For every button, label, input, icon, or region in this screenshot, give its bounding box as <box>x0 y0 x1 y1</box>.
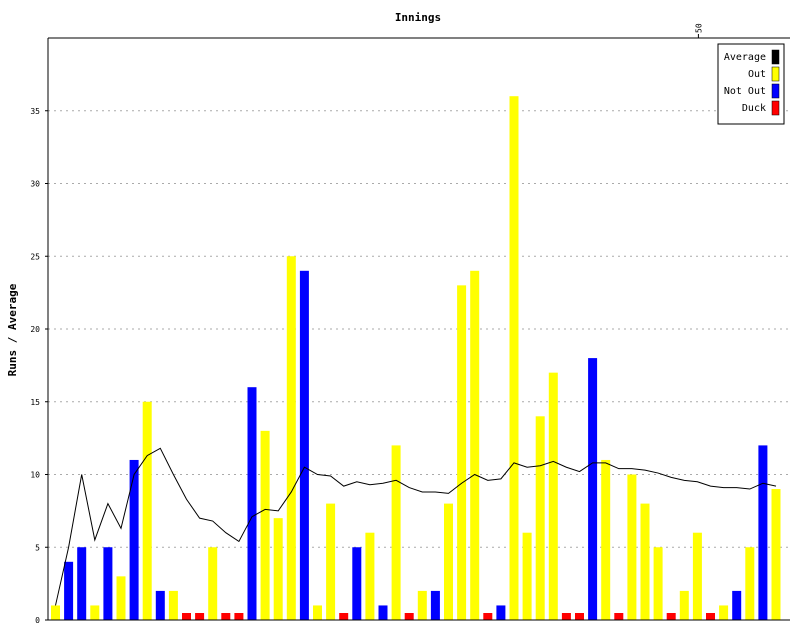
bar-innings-26 <box>378 605 388 620</box>
bar-innings-32 <box>457 285 467 620</box>
bar-innings-9 <box>155 590 165 620</box>
bar-innings-25 <box>365 532 375 620</box>
bars <box>51 96 781 620</box>
bar-innings-11 <box>182 613 191 620</box>
bar-innings-52 <box>719 605 729 620</box>
bar-innings-12 <box>195 613 205 620</box>
bar-innings-4 <box>90 605 100 620</box>
bar-innings-8 <box>142 401 152 620</box>
bar-innings-50 <box>692 532 702 620</box>
bar-innings-20 <box>299 270 309 620</box>
bar-innings-1 <box>51 605 60 620</box>
bar-innings-34 <box>483 613 493 620</box>
bar-innings-3 <box>77 547 87 620</box>
bar-innings-42 <box>588 358 598 620</box>
bar-innings-37 <box>522 532 532 620</box>
y-tick-label-30: 30 <box>30 180 40 189</box>
legend-swatch-2 <box>771 83 780 99</box>
legend-swatch-1 <box>771 66 780 82</box>
bar-innings-27 <box>391 445 401 620</box>
y-tick-label-25: 25 <box>30 252 40 261</box>
legend-label-3: Duck <box>742 103 766 114</box>
bar-innings-43 <box>601 459 611 620</box>
bar-innings-5 <box>103 547 113 620</box>
bar-innings-7 <box>129 459 139 620</box>
axes <box>47 37 790 621</box>
bar-innings-28 <box>404 613 414 620</box>
y-axis-label: Runs / Average <box>6 283 19 376</box>
bar-innings-19 <box>286 256 296 620</box>
bar-innings-49 <box>679 590 689 620</box>
bar-innings-40 <box>561 613 571 620</box>
average-line <box>55 447 777 606</box>
top-tick-label-50: 50 <box>694 23 703 33</box>
bar-innings-55 <box>758 445 768 620</box>
bar-innings-23 <box>339 613 349 620</box>
bar-innings-45 <box>627 474 637 620</box>
chart-title: Innings <box>395 11 441 24</box>
bar-innings-21 <box>313 605 322 620</box>
legend-label-2: Not Out <box>724 86 766 97</box>
bar-innings-41 <box>575 613 584 620</box>
bar-innings-16 <box>247 387 257 620</box>
y-tick-label-15: 15 <box>30 398 40 407</box>
bar-innings-15 <box>234 613 244 620</box>
legend-swatch-3 <box>771 100 780 116</box>
y-tick-label-0: 0 <box>35 616 40 625</box>
bar-innings-47 <box>653 547 663 620</box>
bar-innings-24 <box>352 547 362 620</box>
y-tick-label-35: 35 <box>30 107 40 116</box>
legend-label-1: Out <box>748 69 766 80</box>
legend: Average Out Not Out Duck <box>717 43 785 125</box>
bar-innings-14 <box>221 613 231 620</box>
bar-innings-51 <box>706 613 715 620</box>
bar-innings-30 <box>430 590 440 620</box>
bar-innings-17 <box>260 430 270 620</box>
bar-innings-6 <box>116 576 126 620</box>
bar-innings-56 <box>771 489 781 620</box>
bar-innings-39 <box>548 372 558 620</box>
bar-innings-46 <box>640 503 650 620</box>
bar-innings-18 <box>273 518 283 620</box>
bar-innings-54 <box>745 547 755 620</box>
y-tick-label-10: 10 <box>30 471 40 480</box>
bar-innings-44 <box>614 613 624 620</box>
top-axis-ticks: 50 <box>694 23 703 38</box>
bar-innings-48 <box>666 613 676 620</box>
bar-innings-29 <box>417 590 427 620</box>
gridlines <box>48 110 790 548</box>
y-axis-ticks: 0 5 10 15 20 25 30 35 <box>30 107 48 625</box>
bar-innings-35 <box>496 605 506 620</box>
bar-innings-2 <box>64 561 74 620</box>
bar-innings-31 <box>444 503 453 620</box>
bar-innings-13 <box>208 547 218 620</box>
bar-innings-36 <box>509 96 519 620</box>
legend-swatch-0 <box>771 49 780 65</box>
bar-innings-10 <box>168 590 178 620</box>
bar-innings-22 <box>326 503 336 620</box>
legend-label-0: Average <box>724 52 766 63</box>
y-tick-label-5: 5 <box>35 543 40 552</box>
y-tick-label-20: 20 <box>30 325 40 334</box>
bar-innings-53 <box>732 590 742 620</box>
bar-innings-33 <box>470 270 480 620</box>
bar-innings-38 <box>535 416 545 620</box>
